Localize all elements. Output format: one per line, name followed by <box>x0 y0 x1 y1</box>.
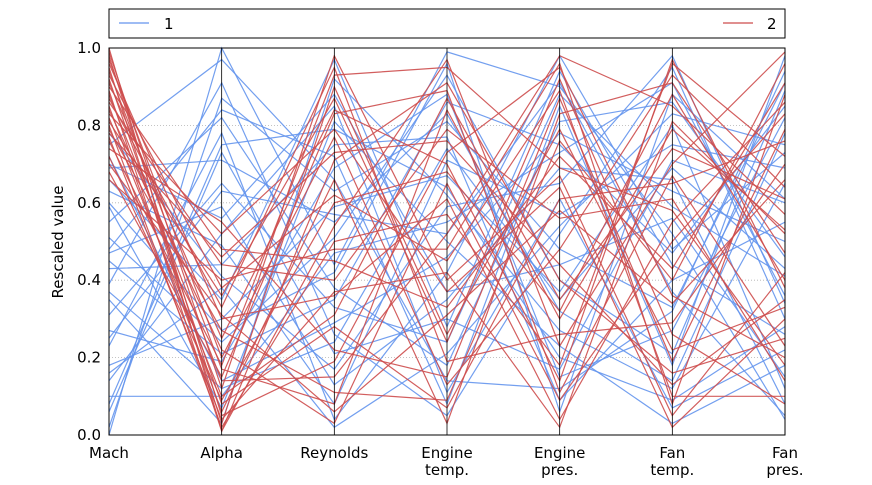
axis-label-fan_temp: Fan <box>659 444 685 462</box>
axis-label-engine_temp: temp. <box>425 461 469 479</box>
axis-label-mach: Mach <box>89 444 129 462</box>
y-tick-label: 0.4 <box>77 271 101 289</box>
legend-box <box>108 8 786 39</box>
y-tick-label: 0.6 <box>77 194 101 212</box>
axis-label-engine_temp: Engine <box>421 444 472 462</box>
legend-label-1: 1 <box>164 15 174 33</box>
y-tick-label: 1.0 <box>77 39 101 57</box>
y-tick-label: 0.2 <box>77 349 101 367</box>
y-tick-labels: 0.0 0.2 0.4 0.6 0.8 1.0 <box>77 39 101 444</box>
axis-name-labels: Mach Alpha Reynolds Enginetemp.Enginepres.F… <box>89 444 804 479</box>
axis-label-alpha: Alpha <box>200 444 243 462</box>
axis-label-fan_pres: pres. <box>766 461 803 479</box>
axis-label-engine_pres: pres. <box>541 461 578 479</box>
legend-label-2: 2 <box>767 15 777 33</box>
plot-frame <box>108 47 786 436</box>
axis-label-reynolds: Reynolds <box>300 444 368 462</box>
axis-label-engine_pres: Engine <box>534 444 585 462</box>
axis-label-fan_pres: Fan <box>772 444 798 462</box>
y-tick-label: 0.0 <box>77 426 101 444</box>
y-axis-label: Rescaled value <box>49 186 67 299</box>
y-tick-label: 0.8 <box>77 116 101 134</box>
axis-label-fan_temp: temp. <box>650 461 694 479</box>
